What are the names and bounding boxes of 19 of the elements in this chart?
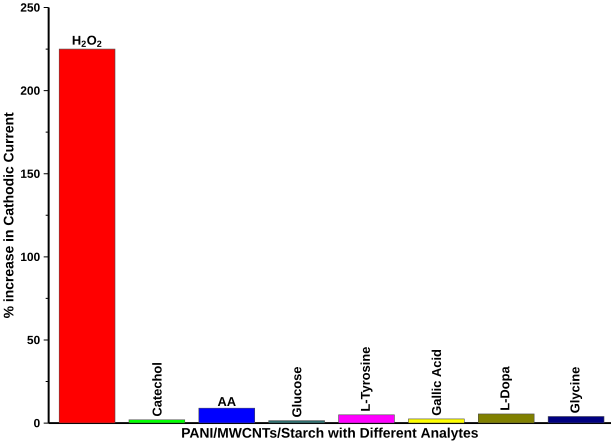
x-tick-label: Glucose	[292, 367, 302, 417]
y-tick-label: 50	[27, 336, 40, 344]
y-tick-label: 250	[20, 3, 40, 12]
y-tick-label: 200	[20, 86, 40, 95]
bar	[268, 420, 325, 424]
x-tick-label: Gallic Acid	[432, 350, 442, 416]
y-tick-label: 100	[21, 252, 40, 262]
x-axis-title: PANI/MWCNTs/Starch with Different Analytes	[182, 428, 478, 441]
x-tick-label: L-Tyrosine	[360, 347, 373, 411]
y-axis-title: % increase in Cathodic Current	[3, 112, 14, 318]
x-tick-label: L-Dopa	[500, 366, 512, 410]
bar	[478, 414, 534, 424]
x-tick-label: AA	[218, 397, 236, 406]
x-tick-label: H$_{2}$O$_{2}$	[72, 36, 102, 47]
y-tick-label: 0	[34, 418, 40, 428]
y-tick-label: 150	[21, 170, 40, 178]
x-tick-label: Glycine	[570, 367, 582, 413]
x-tick-label: Catechol	[152, 363, 162, 416]
bar	[128, 420, 186, 424]
